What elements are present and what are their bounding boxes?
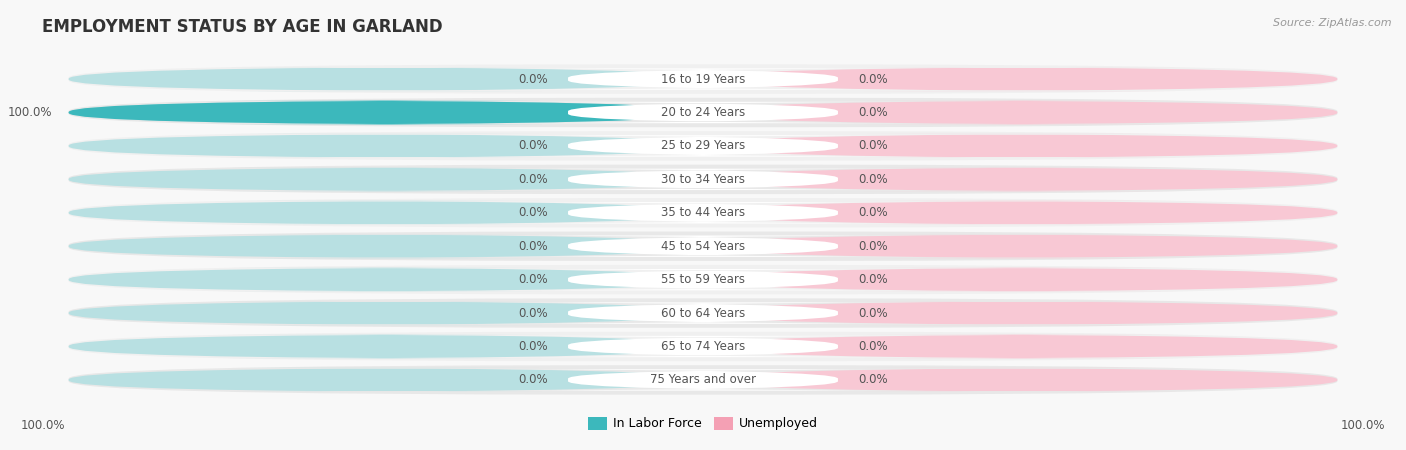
Text: 30 to 34 Years: 30 to 34 Years (661, 173, 745, 186)
FancyBboxPatch shape (703, 67, 1337, 91)
FancyBboxPatch shape (69, 100, 703, 125)
Text: 100.0%: 100.0% (21, 419, 66, 432)
FancyBboxPatch shape (69, 301, 703, 325)
Text: EMPLOYMENT STATUS BY AGE IN GARLAND: EMPLOYMENT STATUS BY AGE IN GARLAND (42, 18, 443, 36)
FancyBboxPatch shape (69, 234, 703, 258)
FancyBboxPatch shape (69, 100, 703, 125)
Text: 20 to 24 Years: 20 to 24 Years (661, 106, 745, 119)
FancyBboxPatch shape (460, 102, 946, 123)
Text: 0.0%: 0.0% (519, 173, 548, 186)
Text: 0.0%: 0.0% (519, 72, 548, 86)
FancyBboxPatch shape (460, 202, 946, 224)
Text: 25 to 29 Years: 25 to 29 Years (661, 140, 745, 153)
Text: 0.0%: 0.0% (519, 273, 548, 286)
FancyBboxPatch shape (69, 332, 1337, 361)
FancyBboxPatch shape (703, 100, 1337, 125)
FancyBboxPatch shape (703, 201, 1337, 225)
Text: 0.0%: 0.0% (519, 340, 548, 353)
FancyBboxPatch shape (460, 336, 946, 357)
FancyBboxPatch shape (69, 165, 1337, 194)
Text: 75 Years and over: 75 Years and over (650, 374, 756, 387)
FancyBboxPatch shape (460, 169, 946, 190)
FancyBboxPatch shape (460, 68, 946, 90)
Legend: In Labor Force, Unemployed: In Labor Force, Unemployed (588, 417, 818, 430)
Text: 35 to 44 Years: 35 to 44 Years (661, 206, 745, 219)
FancyBboxPatch shape (703, 167, 1337, 191)
Text: 65 to 74 Years: 65 to 74 Years (661, 340, 745, 353)
FancyBboxPatch shape (460, 235, 946, 257)
FancyBboxPatch shape (69, 268, 703, 292)
Text: 0.0%: 0.0% (519, 140, 548, 153)
FancyBboxPatch shape (703, 134, 1337, 158)
FancyBboxPatch shape (703, 368, 1337, 392)
FancyBboxPatch shape (69, 64, 1337, 94)
FancyBboxPatch shape (460, 302, 946, 324)
FancyBboxPatch shape (69, 67, 703, 91)
Text: 60 to 64 Years: 60 to 64 Years (661, 306, 745, 320)
Text: 100.0%: 100.0% (8, 106, 52, 119)
FancyBboxPatch shape (703, 234, 1337, 258)
Text: 0.0%: 0.0% (519, 374, 548, 387)
FancyBboxPatch shape (69, 201, 703, 225)
Text: 0.0%: 0.0% (858, 340, 887, 353)
FancyBboxPatch shape (703, 301, 1337, 325)
Text: 0.0%: 0.0% (858, 273, 887, 286)
Text: 16 to 19 Years: 16 to 19 Years (661, 72, 745, 86)
FancyBboxPatch shape (460, 135, 946, 157)
Text: Source: ZipAtlas.com: Source: ZipAtlas.com (1274, 18, 1392, 28)
Text: 0.0%: 0.0% (858, 106, 887, 119)
Text: 100.0%: 100.0% (1340, 419, 1385, 432)
Text: 0.0%: 0.0% (858, 173, 887, 186)
Text: 0.0%: 0.0% (858, 72, 887, 86)
Text: 45 to 54 Years: 45 to 54 Years (661, 240, 745, 253)
FancyBboxPatch shape (69, 368, 703, 392)
Text: 0.0%: 0.0% (858, 140, 887, 153)
FancyBboxPatch shape (69, 298, 1337, 328)
FancyBboxPatch shape (69, 231, 1337, 261)
FancyBboxPatch shape (69, 265, 1337, 294)
FancyBboxPatch shape (69, 365, 1337, 395)
FancyBboxPatch shape (703, 334, 1337, 359)
FancyBboxPatch shape (460, 369, 946, 391)
Text: 0.0%: 0.0% (858, 306, 887, 320)
Text: 0.0%: 0.0% (858, 374, 887, 387)
FancyBboxPatch shape (69, 334, 703, 359)
FancyBboxPatch shape (460, 269, 946, 290)
FancyBboxPatch shape (69, 131, 1337, 161)
Text: 0.0%: 0.0% (519, 306, 548, 320)
FancyBboxPatch shape (69, 98, 1337, 127)
Text: 0.0%: 0.0% (858, 240, 887, 253)
FancyBboxPatch shape (703, 268, 1337, 292)
Text: 0.0%: 0.0% (519, 206, 548, 219)
Text: 0.0%: 0.0% (858, 206, 887, 219)
Text: 55 to 59 Years: 55 to 59 Years (661, 273, 745, 286)
FancyBboxPatch shape (69, 134, 703, 158)
Text: 0.0%: 0.0% (519, 240, 548, 253)
FancyBboxPatch shape (69, 167, 703, 191)
FancyBboxPatch shape (69, 198, 1337, 228)
